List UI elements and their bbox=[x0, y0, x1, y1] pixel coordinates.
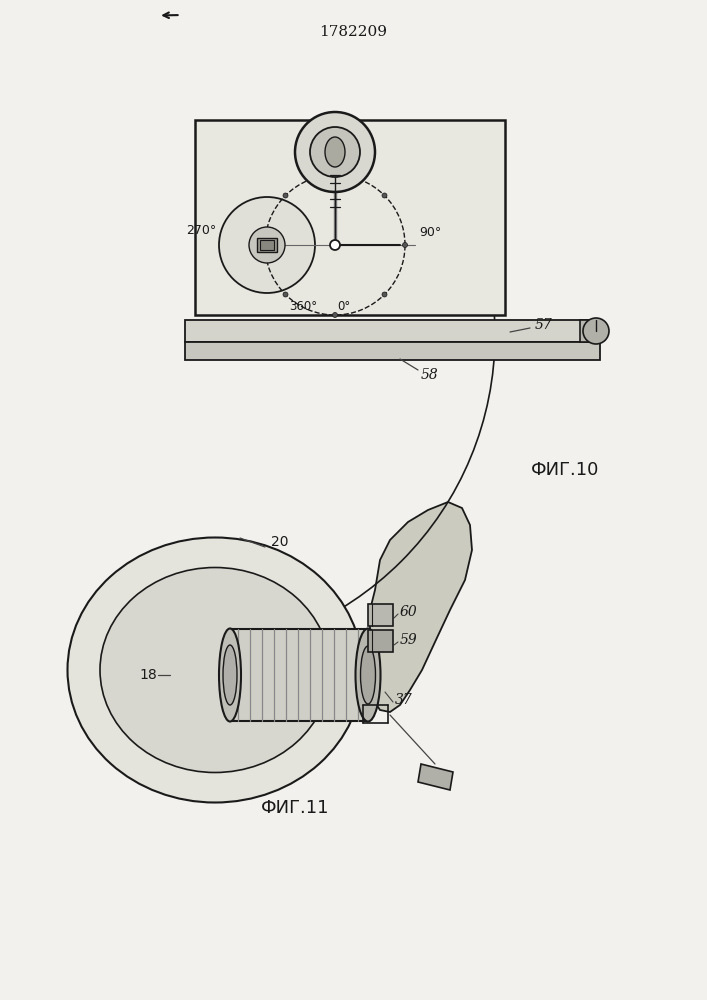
Circle shape bbox=[332, 172, 337, 178]
Circle shape bbox=[283, 193, 288, 198]
Text: 360°: 360° bbox=[289, 300, 317, 314]
Circle shape bbox=[330, 240, 340, 250]
Circle shape bbox=[583, 318, 609, 344]
Bar bbox=[580, 320, 600, 342]
Text: 37: 37 bbox=[395, 693, 413, 707]
Bar bbox=[185, 342, 600, 360]
Circle shape bbox=[283, 292, 288, 297]
Ellipse shape bbox=[325, 137, 345, 167]
Text: 57: 57 bbox=[535, 318, 553, 332]
Text: 1782209: 1782209 bbox=[319, 25, 387, 39]
Circle shape bbox=[219, 197, 315, 293]
Bar bbox=[368, 630, 393, 652]
Ellipse shape bbox=[356, 629, 380, 722]
Ellipse shape bbox=[219, 629, 241, 722]
Circle shape bbox=[327, 144, 343, 160]
Text: 180°: 180° bbox=[347, 150, 378, 163]
Text: 18: 18 bbox=[139, 668, 157, 682]
Bar bbox=[368, 604, 393, 626]
Circle shape bbox=[295, 112, 375, 192]
Text: 0°: 0° bbox=[337, 300, 350, 314]
Bar bbox=[257, 238, 277, 252]
Bar bbox=[230, 628, 368, 721]
Circle shape bbox=[382, 292, 387, 297]
Text: 20: 20 bbox=[271, 535, 288, 549]
Ellipse shape bbox=[223, 645, 237, 705]
Text: 270°: 270° bbox=[186, 224, 216, 236]
Circle shape bbox=[332, 312, 337, 318]
Text: 58: 58 bbox=[421, 368, 439, 382]
Ellipse shape bbox=[361, 646, 375, 704]
Circle shape bbox=[262, 242, 267, 247]
Circle shape bbox=[382, 193, 387, 198]
Bar bbox=[185, 320, 600, 342]
Text: 60: 60 bbox=[400, 605, 418, 619]
Polygon shape bbox=[368, 502, 472, 712]
Ellipse shape bbox=[67, 538, 363, 802]
Text: ФИГ.10: ФИГ.10 bbox=[531, 461, 600, 479]
Ellipse shape bbox=[100, 568, 330, 772]
Bar bbox=[260, 240, 274, 250]
Circle shape bbox=[249, 227, 285, 263]
Text: 90°: 90° bbox=[419, 227, 441, 239]
Polygon shape bbox=[418, 764, 453, 790]
Text: 59: 59 bbox=[400, 633, 418, 647]
Circle shape bbox=[402, 242, 407, 247]
Text: ФИГ.11: ФИГ.11 bbox=[261, 799, 329, 817]
Circle shape bbox=[310, 127, 360, 177]
Bar bbox=[195, 120, 505, 315]
